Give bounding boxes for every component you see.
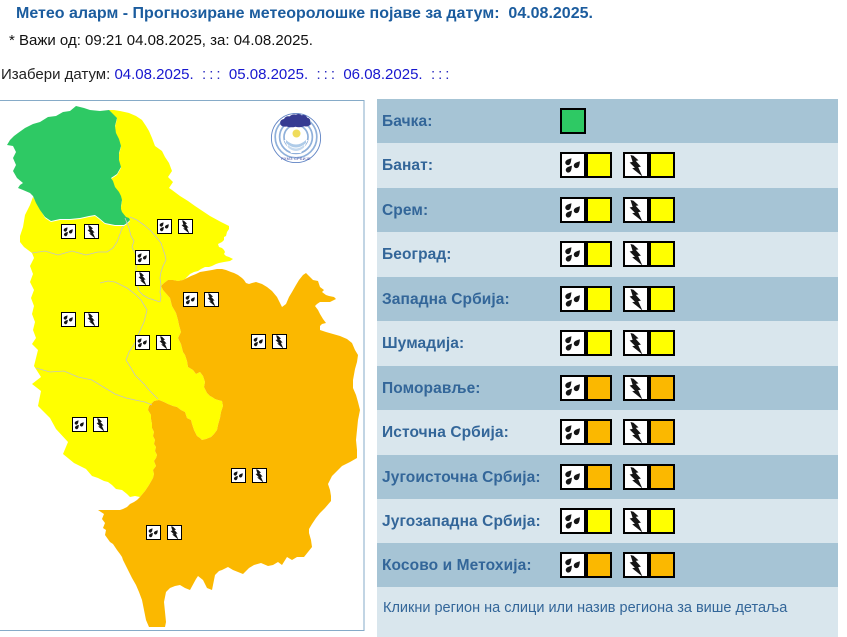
svg-text:РХМЗ СРБИЈЕ: РХМЗ СРБИЈЕ <box>281 157 311 161</box>
